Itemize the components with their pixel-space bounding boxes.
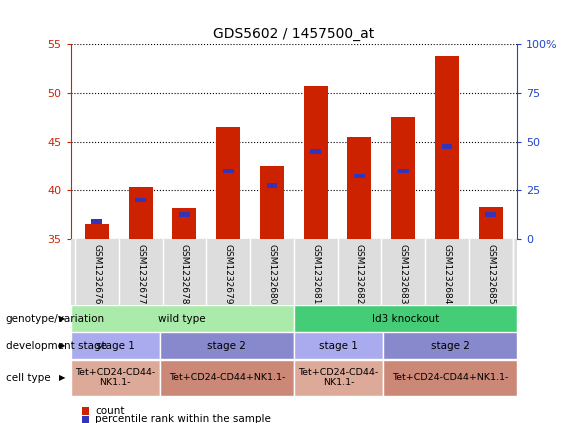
Text: GSM1232685: GSM1232685 (486, 244, 495, 305)
Text: GSM1232680: GSM1232680 (267, 244, 276, 305)
Bar (160, 360, 294, 396)
Bar (71, 332, 160, 359)
Bar (223, 169, 233, 173)
Text: genotype/variation: genotype/variation (6, 313, 105, 324)
Bar (216, 127, 240, 239)
Bar (383, 332, 517, 359)
Bar (354, 173, 365, 178)
Bar (435, 56, 459, 239)
Text: GSM1232676: GSM1232676 (93, 244, 101, 305)
Text: GSM1232682: GSM1232682 (355, 244, 364, 305)
Bar (260, 166, 284, 239)
Text: percentile rank within the sample: percentile rank within the sample (95, 414, 271, 423)
Text: ▶: ▶ (58, 314, 65, 323)
Bar (85, 225, 109, 239)
Bar (92, 219, 102, 224)
Text: GSM1232677: GSM1232677 (136, 244, 145, 305)
Bar (294, 305, 517, 332)
Bar (267, 183, 277, 188)
Text: ▶: ▶ (58, 373, 65, 382)
Bar (71, 305, 294, 332)
Bar (398, 169, 408, 173)
Bar (391, 118, 415, 239)
Bar (71, 360, 160, 396)
Text: stage 1: stage 1 (96, 341, 134, 351)
Bar (310, 149, 321, 154)
Bar (172, 208, 197, 239)
Bar (294, 360, 383, 396)
Bar (383, 360, 517, 396)
Text: GSM1232684: GSM1232684 (442, 244, 451, 305)
Bar (160, 332, 294, 359)
Bar (485, 212, 496, 217)
Text: count: count (95, 406, 124, 416)
Text: GSM1232681: GSM1232681 (311, 244, 320, 305)
Title: GDS5602 / 1457500_at: GDS5602 / 1457500_at (213, 27, 375, 41)
Text: ▶: ▶ (58, 341, 65, 350)
Bar (135, 198, 146, 202)
Text: Id3 knockout: Id3 knockout (372, 313, 439, 324)
Bar (303, 86, 328, 239)
Text: development stage: development stage (6, 341, 107, 351)
Text: Tet+CD24-CD44-
NK1.1-: Tet+CD24-CD44- NK1.1- (75, 368, 155, 387)
Bar (479, 207, 503, 239)
Bar (129, 187, 153, 239)
Text: stage 1: stage 1 (319, 341, 358, 351)
Bar (347, 137, 371, 239)
Bar (294, 332, 383, 359)
Text: Tet+CD24-CD44-
NK1.1-: Tet+CD24-CD44- NK1.1- (298, 368, 379, 387)
Text: Tet+CD24-CD44+NK1.1-: Tet+CD24-CD44+NK1.1- (169, 373, 285, 382)
Text: stage 2: stage 2 (207, 341, 246, 351)
Text: cell type: cell type (6, 373, 50, 382)
Text: GSM1232683: GSM1232683 (399, 244, 408, 305)
Text: GSM1232679: GSM1232679 (224, 244, 233, 305)
Bar (179, 212, 190, 217)
Text: GSM1232678: GSM1232678 (180, 244, 189, 305)
Text: wild type: wild type (158, 313, 206, 324)
Bar (441, 144, 453, 149)
Text: Tet+CD24-CD44+NK1.1-: Tet+CD24-CD44+NK1.1- (392, 373, 508, 382)
Text: stage 2: stage 2 (431, 341, 470, 351)
